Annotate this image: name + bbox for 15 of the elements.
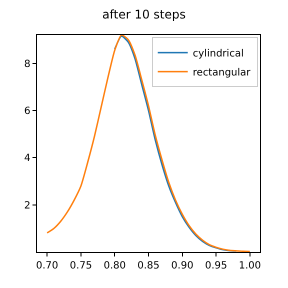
y-tick-label: 2 [24,200,30,212]
y-tick-label: 6 [24,106,30,117]
x-tick-label: 0.85 [137,260,160,272]
y-tick-label: 8 [24,58,30,70]
x-tick-label: 0.70 [36,260,58,272]
y-tick-label: 4 [24,153,30,164]
x-tick-label: 0.80 [104,260,126,272]
x-tick-label: 0.75 [70,260,92,272]
legend-label: rectangular [192,68,252,79]
x-tick-label: 1.00 [238,260,261,272]
line-series [46,35,251,252]
chart-title: after 10 steps [102,8,186,22]
x-tick-label: 0.90 [171,260,194,272]
x-tick-label: 0.95 [204,260,228,272]
legend-label: cylindrical [192,48,244,60]
